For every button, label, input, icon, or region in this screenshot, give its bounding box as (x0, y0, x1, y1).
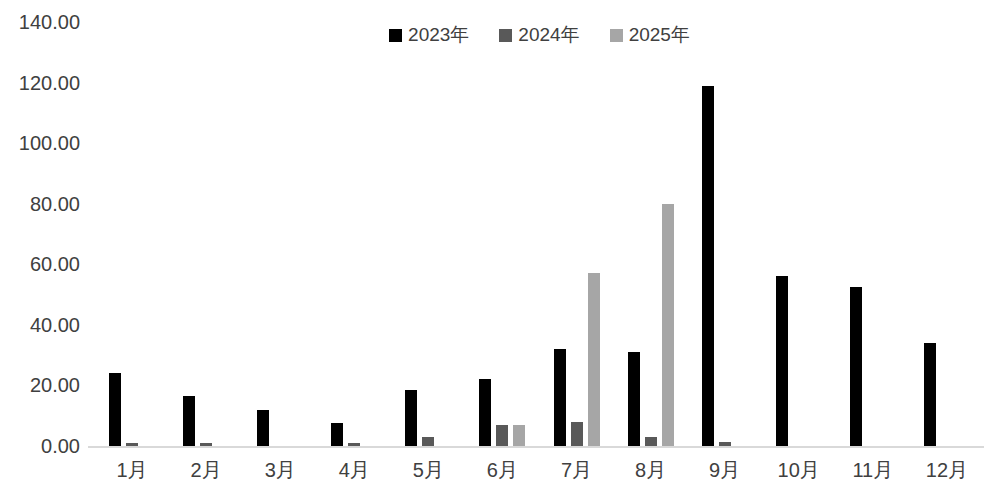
bar-2023年 (257, 410, 269, 446)
bar-group (169, 22, 243, 446)
bar-2023年 (924, 343, 936, 446)
x-tick-label: 6月 (465, 457, 539, 484)
bar-group (688, 22, 762, 446)
bar-2024年 (422, 437, 434, 446)
x-axis-labels: 1月2月3月4月5月6月7月8月9月10月11月12月 (95, 457, 984, 484)
x-tick-label: 1月 (95, 457, 169, 484)
bar-2023年 (776, 276, 788, 446)
bar-group (910, 22, 984, 446)
x-tick-label: 8月 (614, 457, 688, 484)
x-tick-label: 2月 (169, 457, 243, 484)
y-tick-label: 40.00 (30, 313, 80, 336)
x-tick-label: 5月 (391, 457, 465, 484)
bar-2023年 (702, 86, 714, 446)
x-tick-label: 3月 (243, 457, 317, 484)
bar-groups (95, 22, 984, 446)
y-tick-label: 100.00 (19, 132, 80, 155)
x-tick-label: 12月 (910, 457, 984, 484)
bar-group (836, 22, 910, 446)
bar-group (317, 22, 391, 446)
bar-group (539, 22, 613, 446)
bar-2023年 (850, 287, 862, 446)
bar-2023年 (628, 352, 640, 446)
bar-2023年 (331, 423, 343, 446)
bar-2023年 (109, 373, 121, 446)
bar-chart: 2023年2024年2025年 0.0020.0040.0060.0080.00… (0, 0, 984, 499)
bar-2025年 (662, 204, 674, 446)
bar-group (243, 22, 317, 446)
y-tick-label: 120.00 (19, 71, 80, 94)
bar-2024年 (645, 437, 657, 446)
x-tick-label: 10月 (762, 457, 836, 484)
x-axis-line (88, 446, 984, 448)
bar-2023年 (405, 390, 417, 446)
y-tick-label: 140.00 (19, 11, 80, 34)
x-tick-label: 11月 (836, 457, 910, 484)
bar-2025年 (513, 425, 525, 446)
plot-area (95, 22, 984, 446)
y-tick-label: 20.00 (30, 374, 80, 397)
x-tick-label: 4月 (317, 457, 391, 484)
y-tick-label: 80.00 (30, 192, 80, 215)
bar-2024年 (571, 422, 583, 446)
x-tick-label: 9月 (688, 457, 762, 484)
y-tick-label: 60.00 (30, 253, 80, 276)
bar-group (762, 22, 836, 446)
bar-group (391, 22, 465, 446)
bar-2024年 (496, 425, 508, 446)
bar-group (465, 22, 539, 446)
bar-2023年 (479, 379, 491, 446)
bar-2023年 (183, 396, 195, 446)
bar-2023年 (554, 349, 566, 446)
x-tick-label: 7月 (539, 457, 613, 484)
bar-group (614, 22, 688, 446)
bar-2025年 (588, 273, 600, 446)
bar-group (95, 22, 169, 446)
y-tick-label: 0.00 (41, 435, 80, 458)
